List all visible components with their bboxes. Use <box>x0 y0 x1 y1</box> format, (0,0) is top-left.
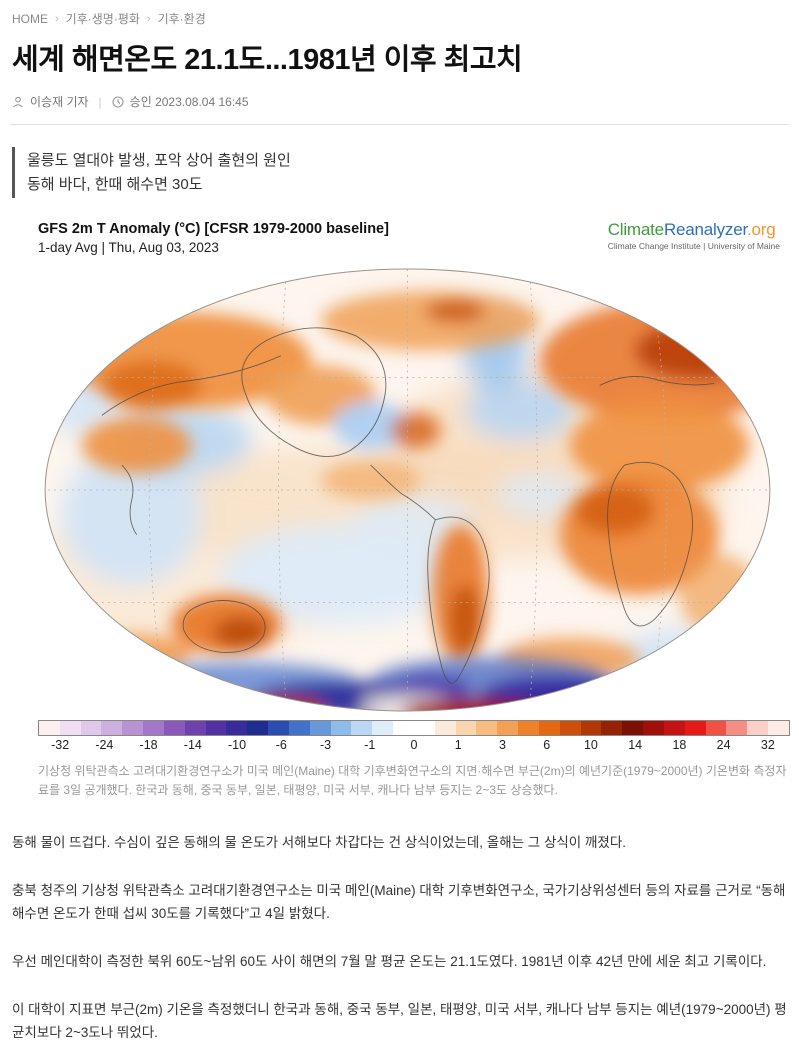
colorbar-cell <box>538 720 560 735</box>
colorbar-cell <box>476 720 498 735</box>
header-divider <box>10 124 789 126</box>
colorbar-tick: -24 <box>95 737 114 752</box>
subheadline-line: 동해 바다, 한때 해수면 30도 <box>27 175 203 193</box>
colorbar-tick: -6 <box>275 737 287 752</box>
logo-wordmark[interactable]: ClimateReanalyzer.org <box>608 220 780 240</box>
body-paragraph: 충북 청주의 기상청 위탁관측소 고려대기환경연구소는 미국 메인(Maine)… <box>12 882 786 922</box>
breadcrumb-item[interactable]: 기후·생명·평화 <box>65 12 140 26</box>
colorbar-tick: 24 <box>716 737 731 752</box>
colorbar-cell <box>351 720 373 735</box>
colorbar-cell <box>59 720 81 735</box>
colorbar-cell <box>330 720 352 735</box>
colorbar-tick: -1 <box>364 737 376 752</box>
colorbar-cell <box>39 720 60 735</box>
anomaly-map-figure: GFS 2m T Anomaly (°C) [CFSR 1979-2000 ba… <box>38 220 790 752</box>
colorbar-cell <box>622 720 644 735</box>
page-title: 세계 해면온도 21.1도...1981년 이후 최고치 <box>12 44 523 76</box>
breadcrumb-item[interactable]: 기후·환경 <box>157 12 206 26</box>
world-anomaly-map <box>38 266 790 714</box>
subheadline-block: 울릉도 열대야 발생, 포악 상어 출현의 원인 동해 바다, 한때 해수면 3… <box>12 147 789 198</box>
colorbar-cell <box>372 720 394 735</box>
colorbar-cell <box>247 720 269 735</box>
colorbar-cell <box>413 720 435 735</box>
logo-tagline: Climate Change Institute | University of… <box>607 240 780 251</box>
colorbar-tick: -32 <box>51 737 70 752</box>
temperature-colorbar <box>38 719 790 736</box>
clock-icon <box>112 96 124 108</box>
colorbar-cell <box>747 720 768 735</box>
graticule-lines <box>45 268 770 711</box>
colorbar-cell <box>101 720 123 735</box>
byline: 이승재 기자 | 승인 2023.08.04 16:45 <box>12 93 789 110</box>
breadcrumb-separator: › <box>146 12 151 25</box>
colorbar-cell <box>434 720 456 735</box>
climate-reanalyzer-logo[interactable]: ClimateReanalyzer.org Climate Change Ins… <box>608 220 780 251</box>
colorbar-cell <box>705 720 727 735</box>
colorbar-cell <box>143 720 164 735</box>
byline-divider: | <box>98 94 102 109</box>
colorbar-tick: 1 <box>454 737 462 752</box>
colorbar-tick-labels: -32 -24 -18 -14 -10 -6 -3 -1 0 1 3 6 10 14 18 24 32 <box>38 738 790 752</box>
colorbar-cell <box>726 720 748 735</box>
figure-caption: 기상청 위탁관측소 고려대기환경연구소가 미국 메인(Maine) 대학 기후변… <box>38 763 787 798</box>
coastlines <box>101 327 715 683</box>
colorbar-tick: 3 <box>498 737 506 752</box>
colorbar-cell <box>226 720 248 735</box>
map-canvas <box>44 268 771 712</box>
colorbar-tick: 32 <box>760 737 775 752</box>
article-body: 동해 물이 뜨겁다. 수심이 깊은 동해의 물 온도가 서해보다 차갑다는 건 … <box>12 831 792 1045</box>
colorbar-cell <box>163 720 185 735</box>
colorbar-tick: -14 <box>183 737 202 752</box>
body-paragraph: 우선 메인대학이 측정한 북위 60도~남위 60도 사이 해면의 7월 말 평… <box>12 954 767 970</box>
body-paragraph: 이 대학이 지표면 부근(2m) 기온을 측정했더니 한국과 동해, 중국 동부… <box>12 1001 787 1041</box>
colorbar-tick: 6 <box>543 737 551 752</box>
body-paragraph: 동해 물이 뜨겁다. 수심이 깊은 동해의 물 온도가 서해보다 차갑다는 건 … <box>12 835 626 851</box>
colorbar-cell <box>309 720 331 735</box>
colorbar-tick: -18 <box>139 737 158 752</box>
colorbar-cell <box>268 720 289 735</box>
map-title: GFS 2m T Anomaly (°C) [CFSR 1979-2000 ba… <box>38 220 389 237</box>
author-name[interactable]: 이승재 기자 <box>30 95 89 110</box>
logo-part-org: .org <box>747 219 776 239</box>
colorbar-cell <box>184 720 206 735</box>
map-titles: GFS 2m T Anomaly (°C) [CFSR 1979-2000 ba… <box>38 220 389 258</box>
colorbar-cell <box>684 720 706 735</box>
subheadline-line: 울릉도 열대야 발생, 포악 상어 출현의 원인 <box>27 152 291 170</box>
logo-part-climate: Climate <box>607 219 664 239</box>
breadcrumb-item[interactable]: HOME <box>12 11 48 26</box>
published-date: 승인 2023.08.04 16:45 <box>129 95 249 110</box>
colorbar-cell <box>643 720 664 735</box>
colorbar-cell <box>767 720 789 735</box>
colorbar-tick: -3 <box>319 737 332 752</box>
logo-part-reanalyzer: Reanalyzer <box>663 219 747 239</box>
map-subtitle: 1-day Avg | Thu, Aug 03, 2023 <box>38 240 219 256</box>
colorbar-cell <box>518 720 539 735</box>
colorbar-cell <box>205 720 227 735</box>
author-icon <box>12 96 24 108</box>
map-figure-header: GFS 2m T Anomaly (°C) [CFSR 1979-2000 ba… <box>38 220 790 258</box>
colorbar-cell <box>497 720 519 735</box>
colorbar-tick: 14 <box>628 737 643 752</box>
colorbar-tick: -10 <box>228 737 247 752</box>
colorbar-cell <box>80 720 102 735</box>
colorbar-cell <box>601 720 623 735</box>
colorbar-cell <box>393 720 414 735</box>
colorbar-cell <box>663 720 685 735</box>
breadcrumb-separator: › <box>55 12 59 25</box>
colorbar-cell <box>559 720 581 735</box>
colorbar-cell <box>455 720 477 735</box>
colorbar-tick: 0 <box>410 737 418 752</box>
breadcrumb: HOME › 기후·생명·평화 › 기후·환경 <box>10 8 789 27</box>
colorbar-cell <box>288 720 310 735</box>
colorbar-tick: 10 <box>583 737 598 752</box>
colorbar-tick: 18 <box>672 737 687 752</box>
colorbar-cell <box>580 720 602 735</box>
colorbar-cell <box>122 720 144 735</box>
